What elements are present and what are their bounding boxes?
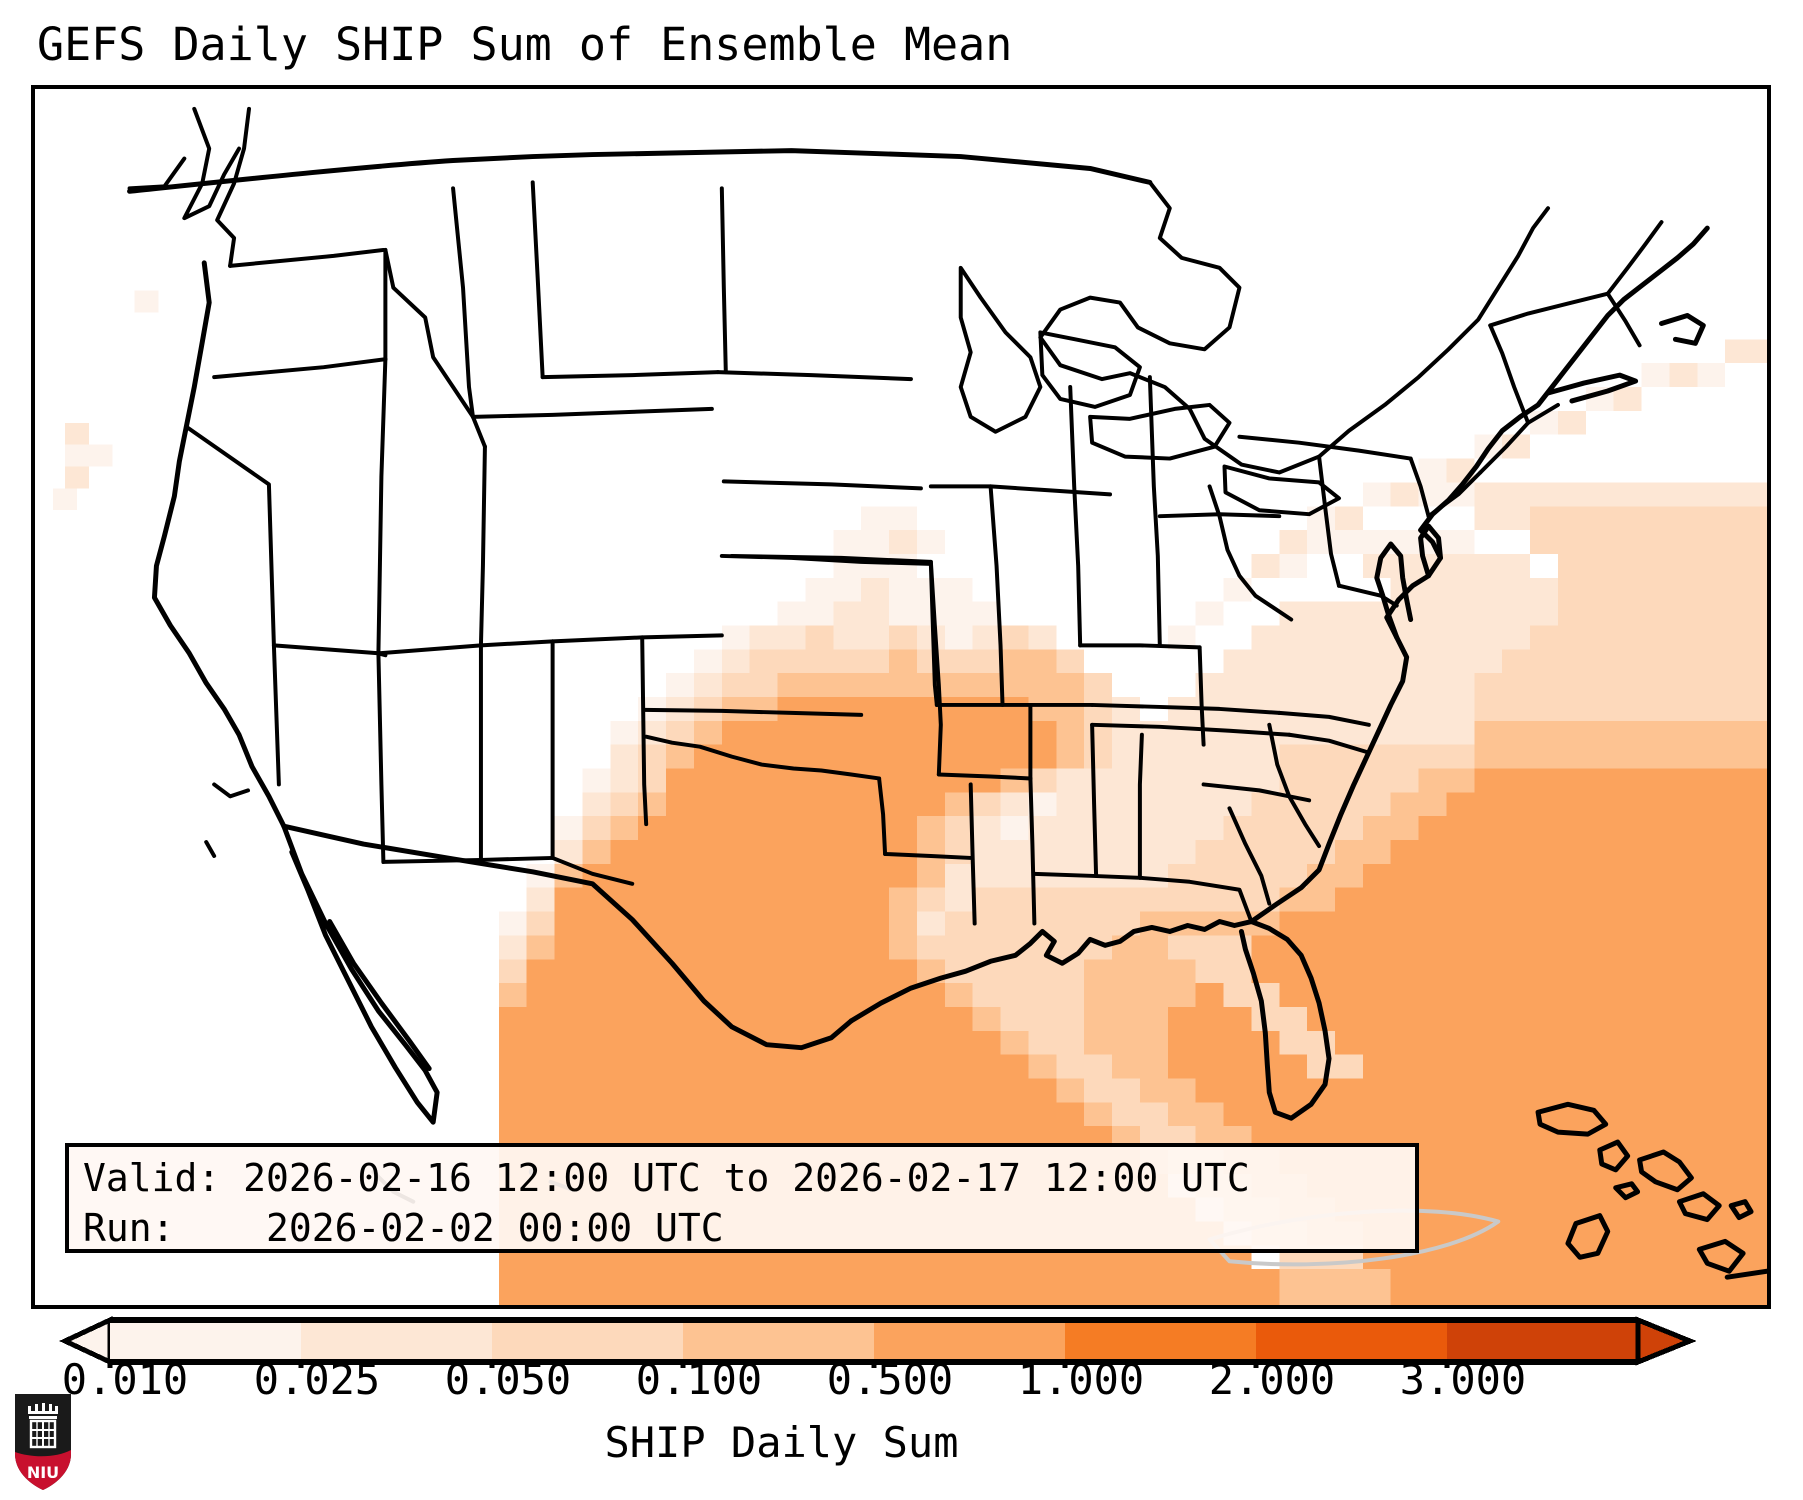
niu-shield-band <box>15 1450 71 1490</box>
map-canvas <box>52 106 1767 1305</box>
colorbar-tick-4: 0.500 <box>826 1355 954 1404</box>
colorbar-ticks <box>107 1362 1450 1368</box>
colorbar-tick-7: 3.000 <box>1399 1355 1527 1404</box>
colorbar-tick-1: 0.025 <box>253 1355 381 1404</box>
colorbar-axis-label-text: SHIP Daily Sum <box>604 1418 959 1467</box>
colorbar-segments <box>59 1316 1697 1366</box>
map-panel <box>31 85 1771 1309</box>
colorbar-svg <box>59 1316 1697 1368</box>
niu-logo: NIU <box>15 1394 71 1490</box>
colorbar-tick-2: 0.050 <box>444 1355 572 1404</box>
niu-logo-text: NIU <box>27 1463 59 1482</box>
niu-tower-icon <box>28 1403 58 1449</box>
colorbar-extend-max <box>1635 1316 1697 1366</box>
forecast-info-box: Valid: 2026-02-16 12:00 UTC to 2026-02-1… <box>65 1143 1419 1253</box>
colorbar-tick-labels: 0.010 0.025 0.050 0.100 0.500 1.000 2.00… <box>0 1355 1803 1415</box>
colorbar <box>0 1308 1803 1368</box>
valid-time-line: Valid: 2026-02-16 12:00 UTC to 2026-02-1… <box>83 1156 1250 1200</box>
colorbar-tick-0: 0.010 <box>61 1355 189 1404</box>
colorbar-tick-6: 2.000 <box>1208 1355 1336 1404</box>
run-time-line: Run: 2026-02-02 00:00 UTC <box>83 1206 724 1250</box>
colorbar-tick-5: 1.000 <box>1017 1355 1145 1404</box>
colorbar-tick-3: 0.100 <box>635 1355 763 1404</box>
page-title: GEFS Daily SHIP Sum of Ensemble Mean <box>37 18 1013 71</box>
map-boundaries-layer <box>127 106 1767 1280</box>
colorbar-axis-label: SHIP Daily Sum <box>0 1418 1803 1467</box>
